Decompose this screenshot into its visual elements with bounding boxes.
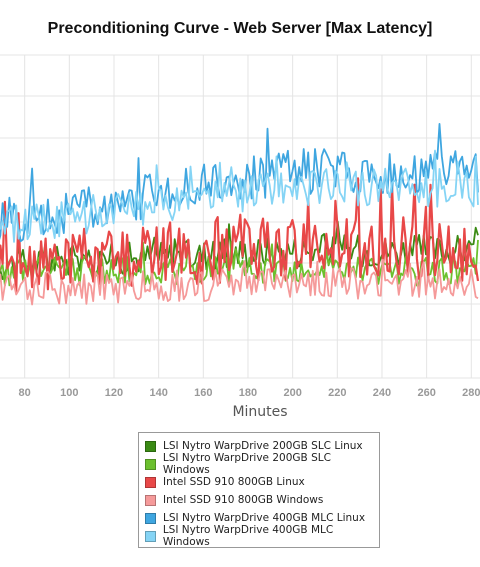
x-tick-label: 120 — [105, 387, 123, 399]
legend-label: LSI Nytro WarpDrive 400GB MLC Windows — [162, 524, 334, 548]
x-tick-label: 80 — [19, 387, 31, 399]
legend-swatch — [145, 512, 156, 524]
legend-item[interactable]: LSI Nytro WarpDrive 400GB MLC Windows — [145, 524, 379, 548]
chart-plot: 6080100120140160180200220240260280 — [0, 54, 480, 399]
x-tick-label: 220 — [328, 387, 346, 399]
legend-label: Intel SSD 910 800GB Windows — [163, 494, 324, 506]
chart-title: Preconditioning Curve - Web Server [Max … — [47, 20, 433, 37]
x-tick-label: 260 — [417, 387, 435, 399]
legend-swatch — [145, 458, 156, 470]
x-tick-label: 240 — [373, 387, 391, 399]
x-tick-labels: 6080100120140160180200220240260280 — [19, 387, 480, 399]
series-line — [0, 123, 479, 243]
legend-item[interactable]: Intel SSD 910 800GB Linux — [145, 473, 379, 491]
series-line — [0, 258, 479, 306]
legend-item[interactable]: Intel SSD 910 800GB Windows — [145, 491, 379, 509]
x-tick-label: 160 — [194, 387, 212, 399]
legend-swatch — [145, 530, 156, 542]
legend-swatch — [145, 494, 156, 506]
legend-label: LSI Nytro WarpDrive 400GB MLC Linux — [163, 512, 366, 524]
legend-item[interactable]: LSI Nytro WarpDrive 400GB MLC Linux — [145, 509, 379, 527]
series-line — [0, 149, 479, 243]
x-tick-label: 140 — [149, 387, 167, 399]
legend-label: LSI Nytro WarpDrive 200GB SLC Windows — [162, 452, 331, 476]
x-axis-label: Minutes — [232, 404, 288, 420]
x-tick-label: 100 — [60, 387, 78, 399]
x-tick-label: 180 — [239, 387, 257, 399]
legend-swatch — [145, 440, 156, 452]
legend-swatch — [145, 476, 156, 488]
x-tick-label: 200 — [283, 387, 301, 399]
legend-item[interactable]: LSI Nytro WarpDrive 200GB SLC Linux — [145, 437, 379, 455]
legend-item[interactable]: LSI Nytro WarpDrive 200GB SLC Windows — [145, 452, 379, 476]
x-tick-label: 280 — [462, 387, 480, 399]
legend: LSI Nytro WarpDrive 200GB SLC Linux LSI … — [138, 432, 380, 548]
legend-label: LSI Nytro WarpDrive 200GB SLC Linux — [163, 440, 363, 452]
series-line — [0, 177, 480, 293]
series-lines — [0, 123, 480, 306]
legend-label: Intel SSD 910 800GB Linux — [163, 476, 305, 488]
